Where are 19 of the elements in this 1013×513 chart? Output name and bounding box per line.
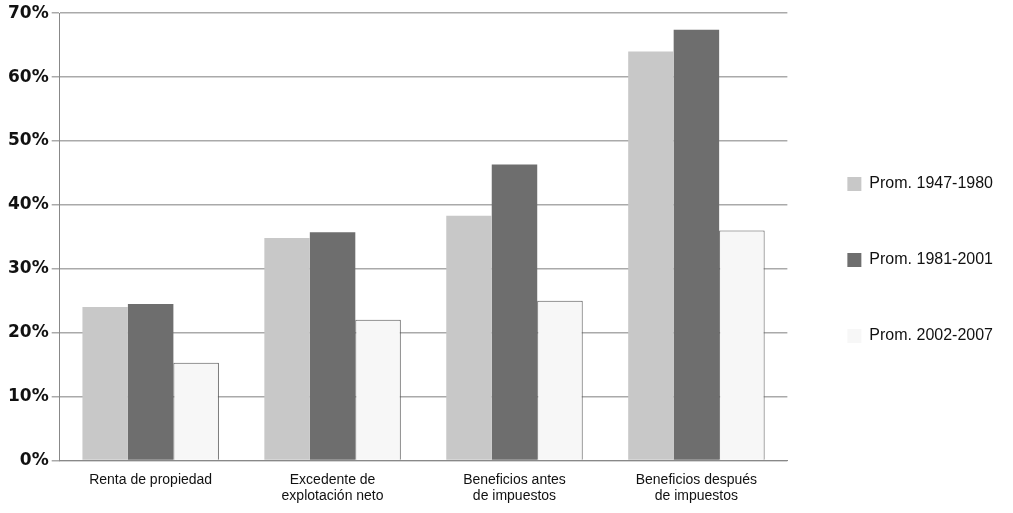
y-tick-label: 40% — [7, 193, 49, 214]
legend-label: Prom. 1947-1980 — [869, 174, 994, 192]
y-tick-label: 50% — [7, 129, 49, 150]
bar — [628, 51, 674, 460]
y-tick-label: 20% — [7, 321, 49, 342]
y-tick-label: 70% — [7, 1, 49, 22]
y-tick-label: 30% — [7, 257, 49, 278]
y-tick-label: 60% — [7, 65, 49, 86]
y-tick-label: 10% — [7, 384, 49, 405]
bar — [82, 307, 128, 460]
x-tick-label: Renta de propiedad — [89, 470, 213, 487]
bar — [446, 215, 492, 460]
x-tick-label: Beneficios después de impuestos — [635, 470, 758, 504]
legend-label: Prom. 1981-2001 — [869, 250, 994, 268]
x-tick-label: Excedente de explotación neto — [281, 470, 384, 504]
bar — [264, 238, 310, 460]
y-tick-label: 0% — [19, 448, 49, 469]
x-tick-label: Beneficios antes de impuestos — [463, 470, 566, 504]
legend-label: Prom. 2002-2007 — [869, 326, 994, 344]
